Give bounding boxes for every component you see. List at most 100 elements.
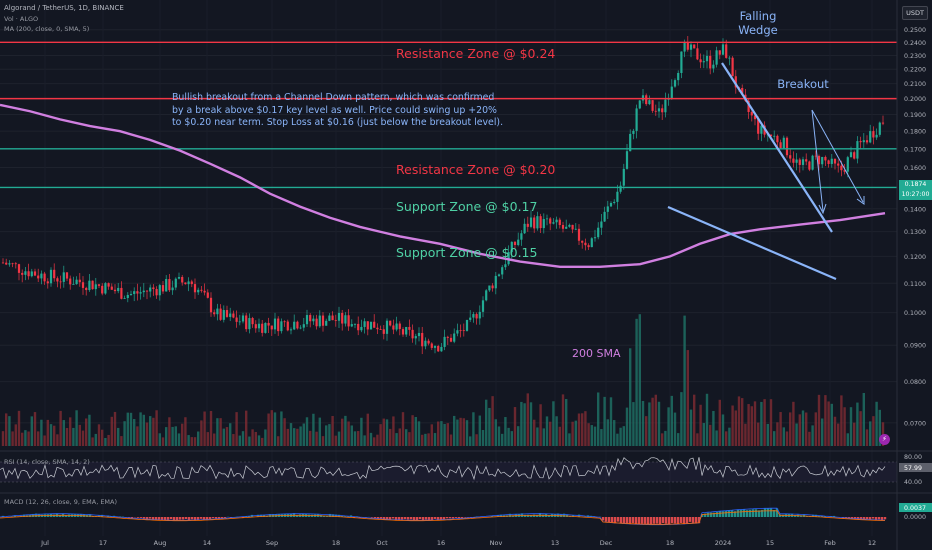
candle-body [558,219,561,226]
volume-bar [843,407,846,446]
rsi-indicator-label[interactable]: RSI (14, close, SMA, 14, 2) [4,458,90,466]
macd-histogram-bar [619,517,623,524]
volume-bar [107,434,110,446]
sma200-line [0,103,886,269]
price-tick-label: 0.2400 [904,40,926,47]
candle-body [81,282,85,288]
candle-body [536,216,539,229]
macd-histogram-bar [610,517,614,523]
macd-histogram-bar [343,516,347,517]
volume-bar [309,430,312,446]
volume-bar [158,433,161,446]
volume-bar [449,434,453,446]
macd-histogram-bar [328,513,332,517]
candle-body [865,140,869,143]
macd-histogram-bar [178,517,182,520]
macd-histogram-bar [145,517,149,520]
candle-body [254,324,257,329]
macd-histogram-bar [775,508,779,517]
breakout-arrow-2 [811,109,864,203]
volume-bar [302,423,305,446]
macd-histogram-bar [454,517,458,518]
macd-indicator-label[interactable]: MACD (12, 26, close, 9, EMA, EMA) [4,498,118,506]
price-tick-label: 0.2200 [904,67,926,74]
time-tick-label: Aug [154,539,167,547]
volume-bar [395,433,398,446]
volume-bar [705,393,709,446]
volume-bar [110,416,113,446]
volume-bar [21,432,24,446]
volume-bar [341,418,344,446]
candle-body [181,276,184,283]
last-price-value: 0.1874 [904,181,927,188]
macd-histogram-bar [181,517,185,520]
macd-histogram-bar [661,517,665,524]
volume-bar [200,420,203,446]
candle-body [75,279,78,285]
volume-bar [869,421,872,446]
candle-body [853,152,856,159]
candle-body [437,345,440,352]
volume-bar [49,424,53,446]
volume-bar [606,419,609,446]
volume-bar [78,424,81,446]
macd-histogram-bar [625,517,629,525]
candle-body [21,272,24,275]
volume-bar [190,437,193,446]
macd-histogram-bar [622,517,626,524]
volume-bar [568,433,571,446]
candle-body [549,218,552,224]
volume-bar [613,420,616,446]
volume-bar [219,418,222,446]
candle-body [401,329,405,335]
macd-histogram-bar [673,517,677,524]
candle-body [382,329,385,334]
macd-histogram-bar [160,517,164,521]
price-tick-label: 0.1200 [904,254,926,261]
macd-histogram-bar [409,517,413,520]
macd-histogram-bar [331,514,335,517]
volume-bar [725,431,728,446]
volume-bar [824,395,827,446]
volume-indicator-label[interactable]: Vol · ALGO [4,15,39,23]
candle-body [357,323,360,331]
ma-indicator-label[interactable]: MA (200, close, 0, SMA, 5) [4,25,90,33]
candle-body [504,264,507,268]
candle-body [318,315,321,327]
macd-histogram-bar [670,517,674,524]
candle-body [747,100,750,113]
candle-body [344,315,347,324]
volume-bar [229,423,232,446]
candle-body [101,285,104,294]
macd-histogram-bar [415,517,419,521]
volume-bar [859,411,862,446]
volume-bar [846,433,849,446]
volume-bar [872,416,875,446]
volume-bar [350,425,353,446]
macd-histogram-bar [148,517,152,519]
candle-body [389,320,392,326]
price-axis[interactable]: 0.2500 0.2400 0.2300 0.2200 0.2100 0.2000 0.19… [899,27,932,521]
candle-body [622,168,625,186]
macd-histogram-bar [742,509,746,517]
volume-bar [280,411,283,446]
candle-body [491,285,494,289]
candle-body [862,140,865,143]
volume-bar [261,437,264,446]
candle-body [462,330,465,332]
time-axis[interactable]: Jul 17 Aug 14 Sep 18 Oct 16 Nov 13 Dec 18 2024 15 Feb 1… [40,539,876,547]
volume-bar [577,413,581,446]
candle-body [171,287,174,291]
candle-body [664,99,667,113]
volume-bar [683,315,686,446]
candle-body [350,324,353,327]
volume-bar [699,404,702,446]
alert-icon[interactable]: ⚡ [879,434,890,445]
volume-bar [686,350,689,446]
macd-histogram-bar [535,514,539,517]
currency-badge[interactable]: USDT [902,6,928,20]
volume-bar [88,414,91,446]
candle-body [753,115,757,120]
candle-body [869,131,872,143]
